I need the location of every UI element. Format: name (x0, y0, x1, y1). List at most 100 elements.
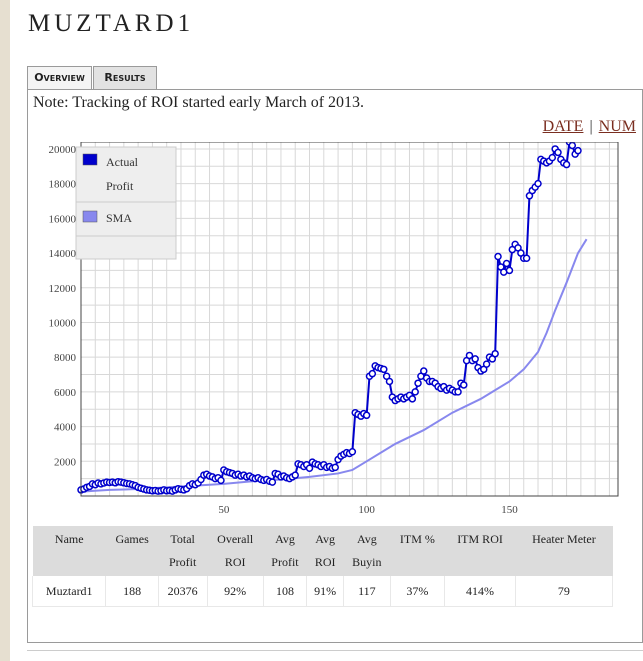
data-point (482, 360, 491, 368)
stats-header-text: ROI (314, 555, 336, 569)
y-tick-label: 2000 (54, 456, 77, 468)
data-point (534, 179, 542, 188)
note-text: Note: Tracking of ROI started early Marc… (33, 94, 365, 111)
stats-cell: 414% (444, 576, 516, 607)
stats-cell: 20376 (157, 576, 208, 607)
data-point (268, 478, 277, 486)
stats-header-cell: Overall ROI (207, 526, 264, 576)
chart-axes: 2000 4000 6000 8000 10000 12000 14000 16000 1800… (49, 142, 619, 516)
data-point (554, 148, 562, 157)
num-view-link[interactable]: NUM (598, 118, 636, 135)
data-point (502, 259, 511, 268)
stats-header-cell: Name (32, 526, 106, 576)
y-tick-label: 14000 (49, 248, 77, 260)
y-tick-label: 6000 (54, 387, 77, 399)
stats-cell: 92% (206, 576, 264, 607)
stats-header-cell: ITM ROI (444, 526, 516, 576)
stats-header-text: Games (115, 532, 149, 546)
stats-header-cell: Total Profit (158, 526, 208, 576)
legend-label-actual-2: Profit (106, 179, 134, 193)
view-toggle-separator: | (589, 118, 593, 135)
stats-header-text: Buyin (352, 555, 382, 569)
data-point (494, 252, 502, 261)
stats-header-text: Heater Meter (532, 532, 596, 546)
y-tick-label: 10000 (49, 317, 77, 329)
stats-header-text: ROI (224, 555, 246, 569)
stats-header-text: Avg (275, 532, 295, 546)
x-tick-label: 100 (358, 504, 375, 516)
stats-cell: Muztard1 (31, 576, 107, 607)
legend-label-sma: SMA (106, 211, 132, 225)
data-point (331, 463, 339, 472)
stats-cell: 188 (105, 576, 159, 607)
actual-profit-series (77, 142, 582, 495)
legend-label-actual: Actual (106, 155, 139, 169)
data-point (380, 365, 388, 374)
stats-header-text: Avg (356, 532, 377, 546)
y-tick-label: 12000 (49, 283, 77, 295)
legend-box (75, 146, 177, 260)
data-point (420, 367, 428, 375)
stats-header-text: Total (170, 532, 195, 546)
data-point (548, 153, 557, 162)
view-toggle: DATE | NUM (543, 118, 636, 136)
data-point (291, 471, 299, 479)
data-point (385, 377, 394, 386)
legend-swatch-sma (82, 210, 98, 223)
data-point (568, 142, 577, 150)
stats-header-cell: Heater Meter (515, 526, 613, 576)
stats-header-text: Profit (271, 555, 299, 569)
page-title: MUZTARD1 (28, 10, 195, 37)
legend-swatch-actual (82, 153, 98, 166)
stats-header-text: Name (54, 532, 84, 546)
stats-cell: 108 (262, 576, 308, 607)
data-point (408, 395, 417, 403)
stats-header-row: Name Games Total Profit Overall ROI Avg Profit A… (32, 526, 613, 576)
profit-chart: 2000 4000 6000 8000 10000 12000 14000 16000 1800… (49, 142, 619, 516)
tab-results[interactable]: Results (93, 66, 157, 89)
data-point (454, 388, 462, 396)
stats-cell: 117 (343, 576, 391, 607)
y-tick-label: 18000 (49, 179, 77, 191)
stats-header-text: Profit (168, 555, 197, 569)
data-point (368, 369, 377, 378)
data-point (411, 388, 419, 396)
data-point (362, 411, 371, 420)
stats-header-cell: Games (105, 526, 159, 576)
data-point (471, 355, 479, 363)
tab-overview[interactable]: Overview (27, 66, 92, 90)
data-point (460, 381, 468, 389)
y-tick-label: 20000 (49, 144, 77, 156)
x-tick-label: 50 (218, 504, 230, 516)
y-tick-label: 4000 (54, 422, 77, 434)
table-row: Muztard1 188 20376 92% 108 91% 117 37% 414% 79 (31, 576, 614, 607)
stats-cell: 37% (389, 576, 446, 607)
stats-cell: 91% (306, 576, 345, 607)
data-point (305, 464, 314, 472)
stats-header-text: ITM ROI (457, 532, 503, 546)
stats-header-cell: Avg Profit (263, 526, 307, 576)
page: MUZTARD1 Overview Results Note: Tracking… (10, 0, 643, 661)
stats-header-text: ITM % (399, 532, 435, 546)
data-point (574, 146, 582, 155)
data-point (491, 349, 499, 358)
date-view-link[interactable]: DATE (542, 118, 584, 135)
stats-header-text: Avg (315, 532, 336, 546)
y-tick-label: 8000 (54, 352, 77, 364)
data-point (505, 266, 514, 275)
overview-panel: Note: Tracking of ROI started early Marc… (27, 89, 643, 643)
stats-header-cell: Avg Buyin (343, 526, 391, 576)
stats-header-text: Overall (217, 532, 254, 546)
stats-table: Name Games Total Profit Overall ROI Avg Profit A… (31, 526, 614, 607)
data-point (414, 379, 422, 387)
data-point (562, 160, 571, 169)
y-tick-label: 16000 (49, 213, 77, 225)
chart-legend: Actual Profit SMA (75, 146, 177, 260)
data-point (522, 254, 531, 263)
divider (27, 650, 643, 651)
data-point (348, 448, 357, 456)
stats-header-cell: Avg ROI (306, 526, 344, 576)
x-tick-label: 150 (501, 504, 518, 516)
stats-cell: 79 (514, 576, 614, 607)
data-point (217, 476, 225, 485)
